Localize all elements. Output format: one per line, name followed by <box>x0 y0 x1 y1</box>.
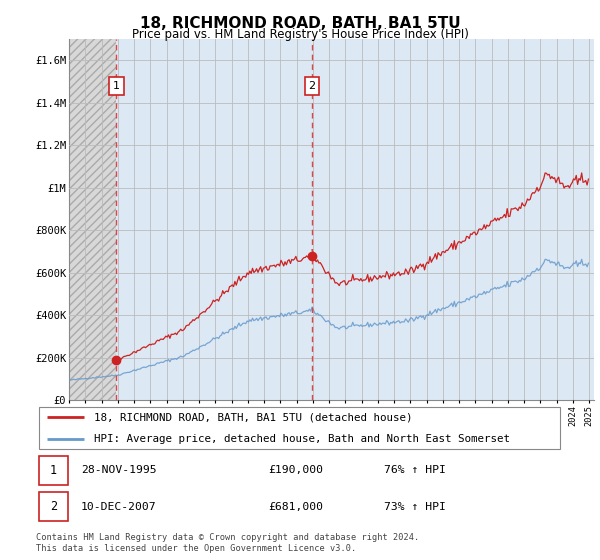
Text: 18, RICHMOND ROAD, BATH, BA1 5TU: 18, RICHMOND ROAD, BATH, BA1 5TU <box>140 16 460 31</box>
Text: 1: 1 <box>50 464 57 477</box>
Bar <box>69 39 116 400</box>
FancyBboxPatch shape <box>38 407 560 449</box>
Text: 28-NOV-1995: 28-NOV-1995 <box>81 465 157 475</box>
Text: 18, RICHMOND ROAD, BATH, BA1 5TU (detached house): 18, RICHMOND ROAD, BATH, BA1 5TU (detach… <box>94 412 413 422</box>
Text: 2: 2 <box>308 81 316 91</box>
Text: £681,000: £681,000 <box>268 502 323 511</box>
Text: HPI: Average price, detached house, Bath and North East Somerset: HPI: Average price, detached house, Bath… <box>94 435 510 444</box>
FancyBboxPatch shape <box>38 492 68 521</box>
Text: Contains HM Land Registry data © Crown copyright and database right 2024.
This d: Contains HM Land Registry data © Crown c… <box>36 533 419 553</box>
FancyBboxPatch shape <box>38 456 68 484</box>
Text: 2: 2 <box>50 500 57 513</box>
Text: 76% ↑ HPI: 76% ↑ HPI <box>385 465 446 475</box>
Text: £190,000: £190,000 <box>268 465 323 475</box>
Text: 10-DEC-2007: 10-DEC-2007 <box>81 502 157 511</box>
Text: 73% ↑ HPI: 73% ↑ HPI <box>385 502 446 511</box>
Text: 1: 1 <box>113 81 120 91</box>
Text: Price paid vs. HM Land Registry's House Price Index (HPI): Price paid vs. HM Land Registry's House … <box>131 28 469 41</box>
